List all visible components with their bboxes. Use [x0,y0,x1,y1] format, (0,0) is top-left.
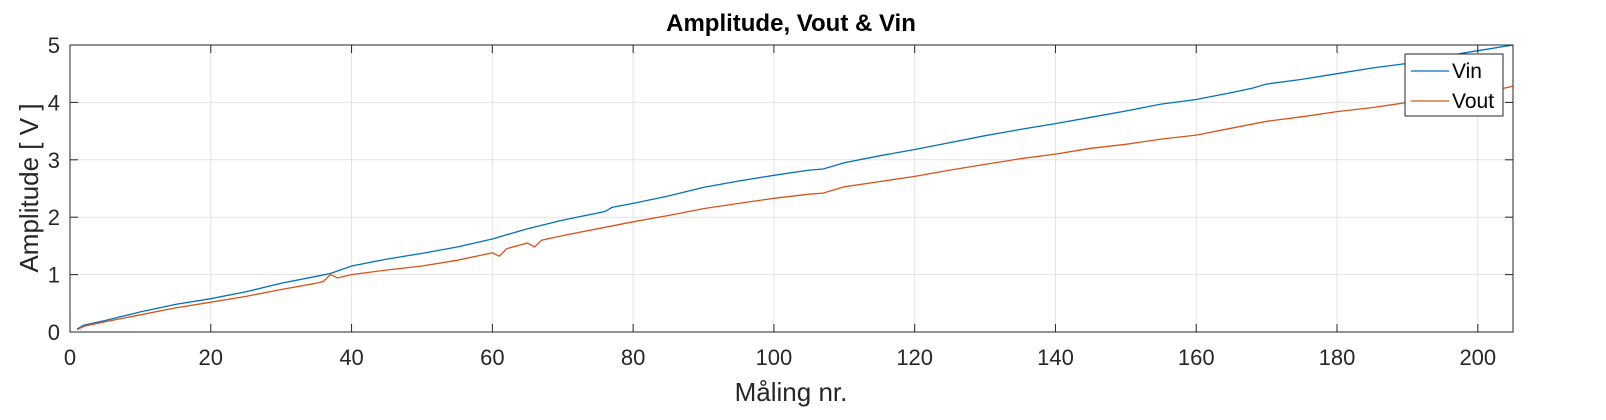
x-tick-label: 120 [896,345,933,370]
x-tick-label: 140 [1037,345,1074,370]
legend: Vin Vout [1404,53,1504,117]
legend-label-vin: Vin [1452,60,1482,83]
series-line-vin [76,44,1514,330]
x-tick-label: 40 [339,345,363,370]
axis-ticks: 0 20 40 60 80 100 120 140 160 180 200 0 1 2 3 4 5 [48,33,1513,370]
plot-frame [69,44,1514,333]
x-tick-label: 160 [1178,345,1215,370]
x-tick-label: 0 [64,345,76,370]
y-tick-label: 5 [48,33,60,58]
y-tick-label: 3 [48,148,60,173]
series-line-vout [76,85,1514,331]
grid-lines [70,45,1513,332]
x-tick-label: 20 [199,345,223,370]
y-axis-title: Amplitude [ V ] [14,103,44,272]
y-tick-label: 0 [48,320,60,345]
y-tick-label: 1 [48,263,60,288]
x-tick-label: 100 [756,345,793,370]
x-tick-label: 200 [1459,345,1496,370]
legend-label-vout: Vout [1452,90,1494,113]
chart-title: Amplitude, Vout & Vin [666,10,916,37]
legend-box [1404,53,1504,117]
x-tick-label: 180 [1319,345,1356,370]
x-tick-label: 80 [621,345,645,370]
series-layer [76,44,1514,331]
y-tick-label: 4 [48,90,60,115]
y-tick-label: 2 [48,205,60,230]
x-tick-label: 60 [480,345,504,370]
x-axis-title: Måling nr. [735,377,848,407]
